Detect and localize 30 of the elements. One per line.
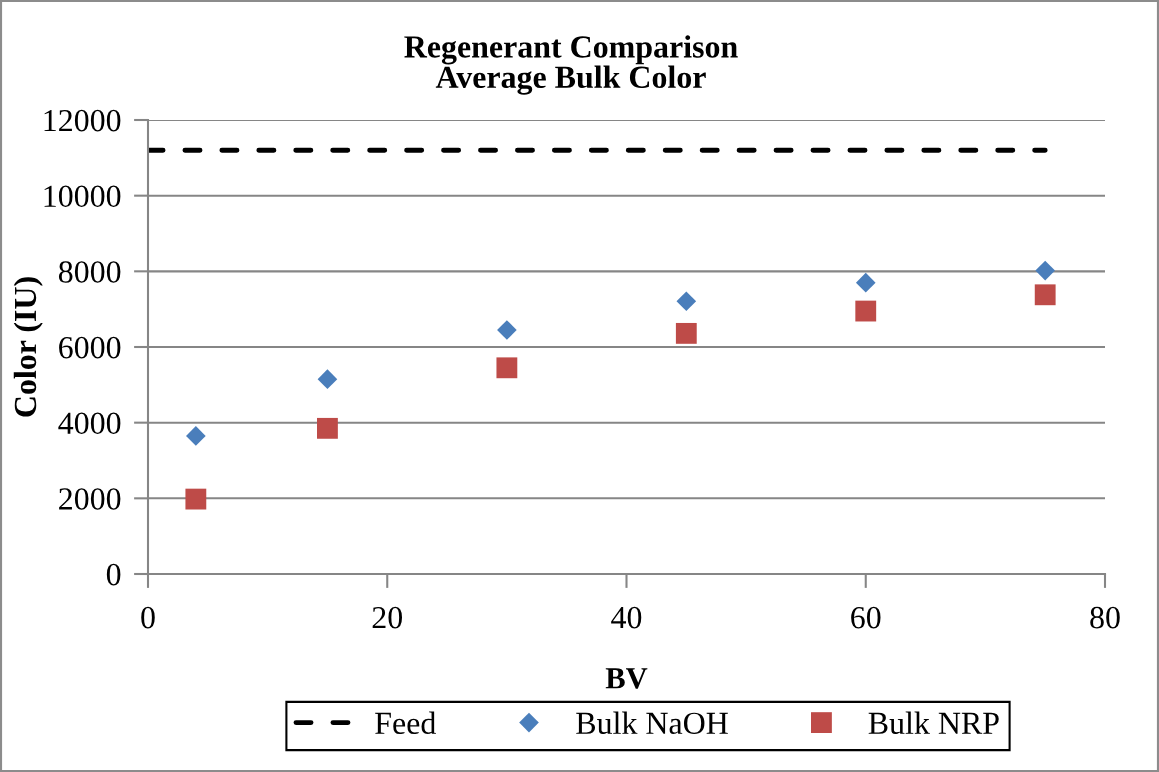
point: [1035, 260, 1056, 281]
point: [317, 417, 338, 439]
point: [676, 291, 697, 312]
x-axis-title: BV: [605, 668, 648, 689]
y-tick-label: 2000: [59, 488, 121, 510]
point: [855, 300, 877, 322]
y-tick-label: 10000: [44, 185, 121, 208]
y-axis-title: Color (IU): [13, 277, 43, 417]
x-tick-label: 0: [141, 606, 155, 629]
y-tick-label: 6000: [59, 336, 121, 359]
y-tick-label: 4000: [58, 412, 121, 435]
y-tick-label: 0: [106, 563, 121, 586]
point: [497, 320, 517, 340]
chart-title: Regenerant Comparison Average Bulk Color: [404, 35, 738, 95]
point: [496, 357, 518, 379]
point: [186, 426, 206, 446]
y-tick-label: 8000: [58, 261, 121, 283]
y-tick-label: 12000: [44, 109, 121, 132]
point: [855, 272, 876, 293]
point: [185, 488, 207, 510]
x-tick-label: 20: [372, 606, 402, 629]
x-tick-label: 60: [851, 606, 881, 629]
x-tick-label: 80: [1090, 606, 1120, 629]
point: [1034, 284, 1056, 306]
legend-label: Bulk NRP: [868, 711, 999, 735]
point: [675, 322, 697, 344]
point: [317, 369, 338, 389]
legend-label: Feed: [375, 711, 436, 735]
x-tick-label: 40: [611, 606, 642, 629]
legend-label: Bulk NaOH: [576, 711, 728, 735]
